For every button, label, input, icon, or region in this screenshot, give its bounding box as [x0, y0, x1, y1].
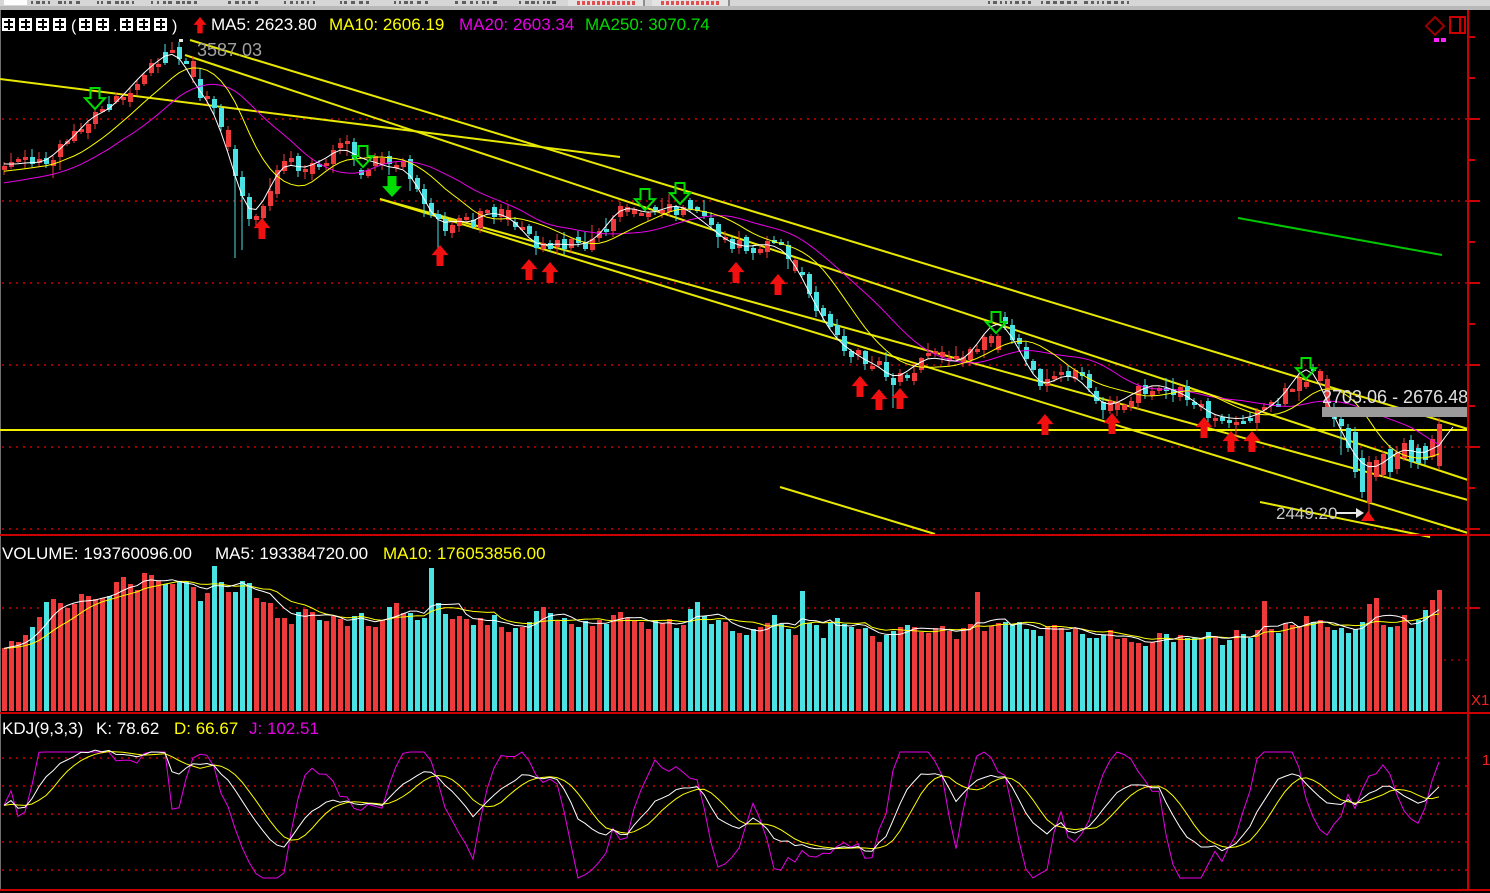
svg-text:MA250: 3070.74: MA250: 3070.74: [585, 15, 710, 34]
svg-text:VOLUME: 193760096.00: VOLUME: 193760096.00: [2, 544, 192, 563]
svg-text:2703.06 - 2676.48: 2703.06 - 2676.48: [1322, 387, 1468, 407]
svg-text:J: 102.51: J: 102.51: [249, 719, 319, 738]
svg-text:2449.20: 2449.20: [1276, 504, 1337, 523]
svg-text:): ): [172, 18, 177, 35]
svg-text:MA5: 2623.80: MA5: 2623.80: [211, 15, 317, 34]
svg-text:MA10: 2606.19: MA10: 2606.19: [329, 15, 444, 34]
svg-text:K: 78.62: K: 78.62: [96, 719, 159, 738]
svg-text:MA10: 176053856.00: MA10: 176053856.00: [383, 544, 546, 563]
svg-text:3587.03: 3587.03: [197, 40, 262, 60]
svg-text:.: .: [113, 18, 117, 35]
svg-text:1: 1: [1482, 752, 1490, 769]
svg-text:X1: X1: [1471, 692, 1489, 709]
svg-text:(: (: [71, 18, 77, 35]
svg-text:KDJ(9,3,3): KDJ(9,3,3): [2, 719, 83, 738]
svg-text:MA5: 193384720.00: MA5: 193384720.00: [215, 544, 368, 563]
svg-text:D: 66.67: D: 66.67: [174, 719, 238, 738]
svg-text:MA20: 2603.34: MA20: 2603.34: [459, 15, 574, 34]
